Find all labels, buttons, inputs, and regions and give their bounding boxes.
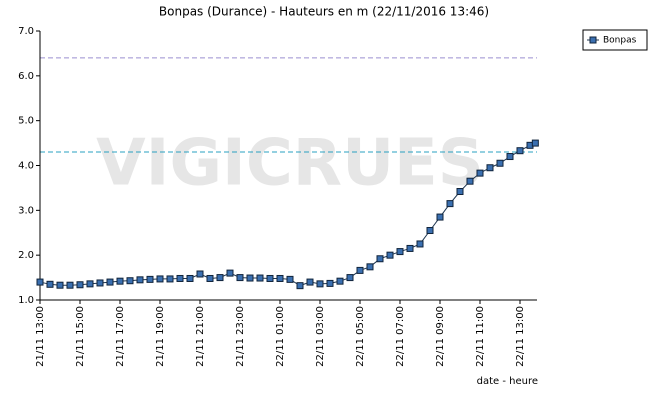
x-tick-label: 22/11 09:00 [435, 306, 446, 367]
y-tick-label: 3.0 [18, 205, 34, 216]
point [156, 275, 164, 283]
point [66, 281, 74, 289]
y-tick-label: 2.0 [18, 250, 34, 261]
watermark: VIGICRUES [96, 127, 484, 201]
legend-marker [589, 36, 597, 44]
point [506, 153, 514, 161]
point [96, 279, 104, 287]
point [456, 188, 464, 196]
point [356, 266, 364, 274]
point [126, 277, 134, 285]
y-tick-label: 5.0 [18, 116, 34, 127]
point [216, 274, 224, 282]
point [466, 177, 474, 185]
point [196, 270, 204, 278]
point [226, 269, 234, 277]
point [146, 275, 154, 283]
legend-box [582, 29, 648, 51]
point [436, 213, 444, 221]
y-tick-label: 1.0 [18, 295, 34, 306]
x-tick-label: 21/11 21:00 [195, 306, 206, 367]
point [486, 164, 494, 172]
point [446, 200, 454, 208]
point [531, 139, 539, 147]
point [476, 169, 484, 177]
point [176, 274, 184, 282]
point [136, 276, 144, 284]
chart-title: Bonpas (Durance) - Hauteurs en m (22/11/… [159, 5, 489, 19]
point [336, 277, 344, 285]
x-tick-label: 22/11 01:00 [275, 306, 286, 367]
legend-label: Bonpas [603, 36, 637, 46]
y-tick-label: 7.0 [18, 26, 34, 37]
point [416, 240, 424, 248]
point [386, 251, 394, 259]
x-tick-label: 22/11 07:00 [395, 306, 406, 367]
point [346, 274, 354, 282]
point [376, 255, 384, 263]
point [516, 147, 524, 155]
point [396, 248, 404, 256]
point [326, 279, 334, 287]
point [236, 274, 244, 282]
point [286, 275, 294, 283]
y-tick-label: 4.0 [18, 161, 34, 172]
point [276, 274, 284, 282]
point [36, 278, 44, 286]
y-tick-label: 6.0 [18, 71, 34, 82]
point [366, 263, 374, 271]
point [86, 280, 94, 288]
x-tick-label: 21/11 19:00 [155, 306, 166, 367]
x-tick-label: 21/11 23:00 [235, 306, 246, 367]
point [116, 277, 124, 285]
point [316, 280, 324, 288]
x-tick-label: 22/11 11:00 [475, 306, 486, 367]
point [266, 274, 274, 282]
x-tick-label: 21/11 17:00 [115, 306, 126, 367]
point [496, 159, 504, 167]
point [206, 274, 214, 282]
x-tick-label: 22/11 03:00 [315, 306, 326, 367]
point [296, 282, 304, 290]
point [426, 227, 434, 235]
point [246, 274, 254, 282]
x-tick-label: 21/11 13:00 [35, 306, 46, 367]
point [306, 278, 314, 286]
point [106, 278, 114, 286]
point [46, 280, 54, 288]
point [166, 275, 174, 283]
x-tick-label: 21/11 15:00 [75, 306, 86, 367]
point [406, 244, 414, 252]
x-tick-label: 22/11 05:00 [355, 306, 366, 367]
x-axis-label: date - heure [477, 376, 538, 387]
x-tick-label: 22/11 13:00 [515, 306, 526, 367]
point [76, 281, 84, 289]
point [56, 281, 64, 289]
point [256, 274, 264, 282]
point [186, 274, 194, 282]
